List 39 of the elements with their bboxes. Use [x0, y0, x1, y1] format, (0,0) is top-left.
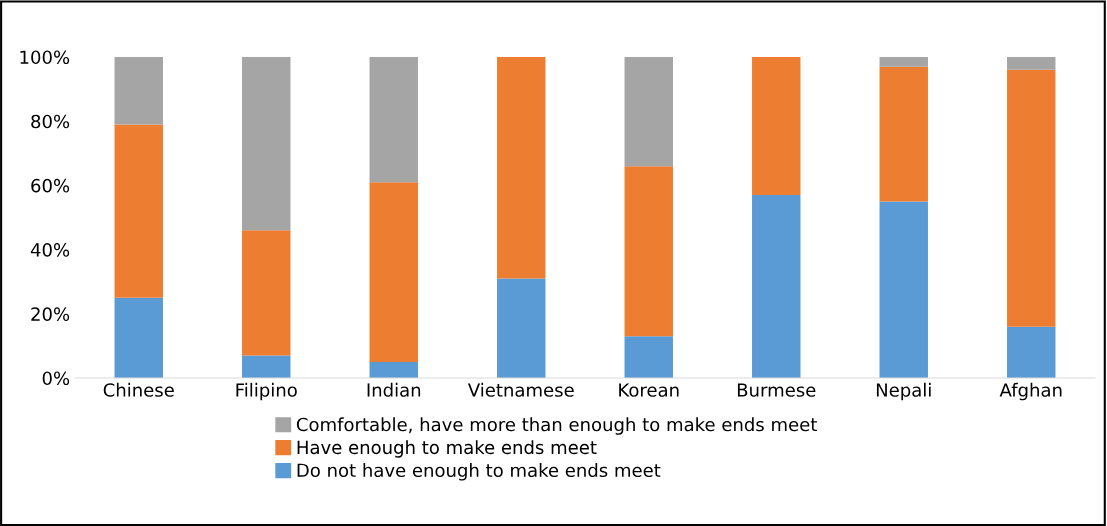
x-tick-label: Indian	[367, 382, 421, 397]
bar	[369, 182, 418, 362]
legend-label: Do not have enough to make ends meet	[297, 463, 661, 481]
bar	[752, 57, 801, 196]
bar	[624, 57, 673, 167]
bar	[114, 124, 163, 298]
x-tick-label: Vietnamese	[467, 382, 574, 397]
legend-label: Comfortable, have more than enough to make ends meet	[296, 417, 817, 435]
bar	[1007, 326, 1056, 378]
bar	[369, 57, 418, 183]
bar	[879, 57, 928, 67]
bar	[624, 336, 673, 378]
y-tick-label: 80%	[31, 114, 70, 129]
bar	[242, 230, 291, 356]
bar	[114, 57, 163, 125]
y-tick-label: 60%	[31, 178, 70, 193]
bar	[497, 57, 546, 279]
x-tick-label: Afghan	[999, 382, 1062, 401]
bar	[752, 195, 801, 378]
bar	[497, 278, 546, 378]
bar	[1007, 69, 1056, 327]
y-tick-label: 0%	[42, 371, 70, 386]
bar	[242, 355, 291, 378]
bar	[369, 361, 418, 378]
x-tick-label: Nepali	[876, 382, 931, 401]
x-tick-label: Burmese	[737, 383, 816, 397]
x-tick-label: Korean	[619, 383, 679, 397]
bar	[242, 57, 291, 231]
y-tick-label: 20%	[31, 307, 70, 321]
x-tick-label: Chinese	[103, 382, 174, 397]
bar	[879, 66, 928, 202]
y-tick-label: 100%	[20, 50, 70, 65]
legend-label: Have enough to make ends meet	[297, 440, 597, 458]
bar	[624, 166, 673, 337]
bar	[1007, 57, 1056, 70]
y-tick-label: 40%	[30, 243, 70, 257]
bar	[879, 201, 928, 378]
x-tick-label: Filipino	[236, 382, 297, 401]
bar	[114, 297, 163, 378]
